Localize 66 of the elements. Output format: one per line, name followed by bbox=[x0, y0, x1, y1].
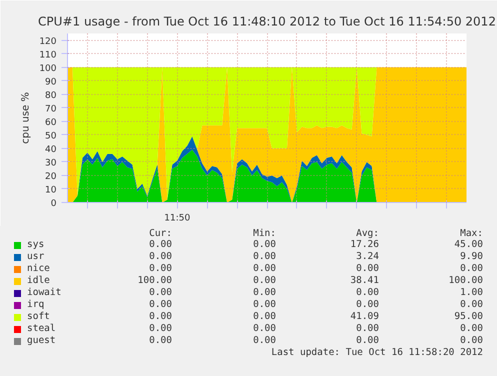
text: 0.00 bbox=[253, 287, 276, 299]
y-tick-label: 120 bbox=[39, 36, 57, 47]
text: Min: bbox=[253, 228, 276, 240]
text: 0.00 bbox=[149, 251, 172, 263]
text: 0.00 bbox=[149, 335, 172, 347]
text: 1.00 bbox=[460, 287, 483, 299]
text: 41.09 bbox=[350, 311, 379, 323]
text: 95.00 bbox=[454, 311, 483, 323]
text: Last update: Tue Oct 16 11:58:20 2012 bbox=[271, 347, 483, 359]
text: 0.00 bbox=[356, 323, 379, 335]
text: 0.00 bbox=[149, 263, 172, 275]
y-tick-label: 80 bbox=[45, 90, 57, 101]
text: Avg: bbox=[356, 228, 379, 240]
legend-label: idle bbox=[27, 275, 50, 287]
text: 0.00 bbox=[149, 311, 172, 323]
legend-label: soft bbox=[27, 311, 50, 323]
legend-label: usr bbox=[27, 251, 44, 263]
y-tick-label: 20 bbox=[45, 172, 57, 182]
y-tick-label: 30 bbox=[45, 158, 57, 168]
text: 0.00 bbox=[149, 299, 172, 311]
y-tick-label: 0 bbox=[50, 199, 57, 209]
text: 9.90 bbox=[460, 251, 483, 263]
legend-label: steal bbox=[27, 323, 56, 335]
text: 0.00 bbox=[460, 323, 483, 335]
y-axis-title: cpu use % bbox=[20, 92, 32, 144]
text: 0.00 bbox=[253, 263, 276, 275]
legend-label: irq bbox=[27, 299, 44, 311]
y-tick-label: 60 bbox=[45, 118, 57, 128]
text: 0.00 bbox=[356, 335, 379, 347]
text: 0.00 bbox=[253, 323, 276, 335]
text: 100.00 bbox=[448, 275, 483, 287]
text: 45.00 bbox=[454, 239, 483, 251]
text: 17.26 bbox=[350, 239, 379, 251]
y-tick-label: 70 bbox=[45, 104, 57, 114]
legend-label: guest bbox=[27, 335, 56, 347]
text: 38.41 bbox=[350, 275, 379, 287]
legend-label: iowait bbox=[27, 287, 62, 299]
y-tick-label: 40 bbox=[45, 144, 57, 155]
text: 0.00 bbox=[460, 263, 483, 275]
text: Max: bbox=[460, 228, 483, 240]
text: Cur: bbox=[149, 228, 172, 240]
text: 0.00 bbox=[149, 323, 172, 335]
text: 0.00 bbox=[460, 299, 483, 311]
text: 3.24 bbox=[356, 251, 379, 263]
text: 0.00 bbox=[253, 299, 276, 311]
text: 0.00 bbox=[253, 251, 276, 263]
y-tick-label: 10 bbox=[45, 185, 57, 196]
text: 0.00 bbox=[253, 311, 276, 323]
y-tick-label: 110 bbox=[39, 50, 57, 60]
text: 0.00 bbox=[253, 239, 276, 251]
text: 0.00 bbox=[253, 335, 276, 347]
text: 0.00 bbox=[356, 263, 379, 275]
text: 0.00 bbox=[149, 287, 172, 299]
text: 100.00 bbox=[138, 275, 172, 287]
legend-label: nice bbox=[27, 263, 50, 275]
legend-label: sys bbox=[27, 239, 44, 251]
chart-title: CPU#1 usage - from Tue Oct 16 11:48:10 2012 to Tue Oct 16 11:54:50 2012 bbox=[38, 14, 496, 28]
text: 0.00 bbox=[460, 335, 483, 347]
y-tick-label: 100 bbox=[39, 64, 57, 74]
text: 0.00 bbox=[149, 239, 172, 251]
y-tick-label: 50 bbox=[45, 131, 57, 142]
y-tick-label: 90 bbox=[45, 77, 57, 88]
text: 0.00 bbox=[356, 299, 379, 311]
text: 11:50 bbox=[164, 214, 190, 224]
text: 0.00 bbox=[253, 275, 276, 287]
text: 0.00 bbox=[356, 287, 379, 299]
